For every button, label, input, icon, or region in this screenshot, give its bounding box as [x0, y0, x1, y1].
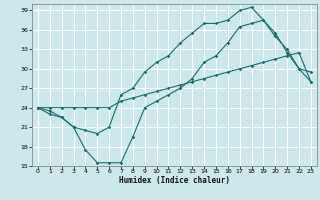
X-axis label: Humidex (Indice chaleur): Humidex (Indice chaleur): [119, 176, 230, 185]
